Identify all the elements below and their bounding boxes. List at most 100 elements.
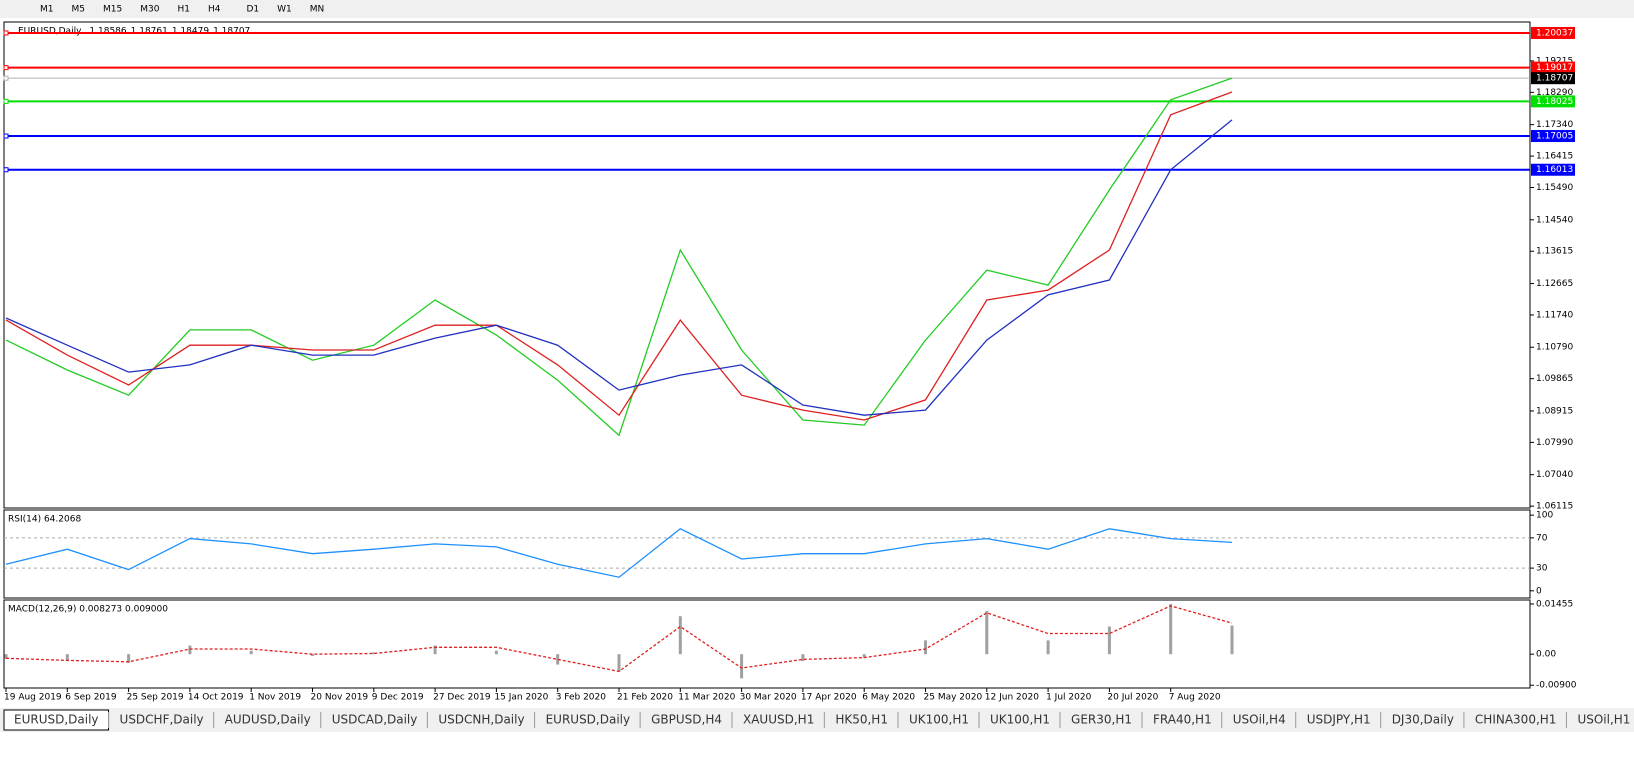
chart-tab[interactable]: GER30,H1 <box>1061 710 1143 730</box>
tab-bg <box>1296 710 1381 730</box>
timeframe-button[interactable]: M15 <box>103 5 122 15</box>
y-tick-label: 1.14540 <box>1536 215 1573 225</box>
y-tick-label: 1.08915 <box>1536 406 1573 416</box>
tab-bg <box>109 710 214 730</box>
chart-tab[interactable]: GBPUSD,H4 <box>641 710 733 730</box>
timeframe-button[interactable]: M5 <box>72 5 86 15</box>
level-label-bg <box>1531 72 1575 85</box>
x-tick-label: 20 Jul 2020 <box>1107 693 1158 703</box>
tab-bg <box>641 710 732 730</box>
tab-label: GER30,H1 <box>1071 713 1132 727</box>
ohlc-value: 1.18707 <box>213 27 250 37</box>
macd-bar <box>617 654 621 672</box>
tab-label: XAUUSD,H1 <box>743 713 814 727</box>
timeframe-button[interactable]: M30 <box>140 5 159 15</box>
chart-tab[interactable]: EURUSD,Daily <box>535 710 641 730</box>
chart-tab[interactable]: FRA40,H1 <box>1143 710 1223 730</box>
macd-bar <box>985 611 989 655</box>
series-line <box>5 77 1233 437</box>
y-tick-label: 1.10790 <box>1536 343 1573 353</box>
macd-bar <box>556 654 560 665</box>
chart-tab[interactable]: DJ30,Daily <box>1381 710 1465 730</box>
timeframe-button[interactable]: M1 <box>40 5 54 15</box>
level-label-bg <box>1531 130 1575 143</box>
timeframe-button[interactable]: D1 <box>246 5 259 15</box>
y-tick-label: 100 <box>1536 511 1553 521</box>
rsi-panel <box>3 509 1531 599</box>
tab-bg <box>1061 710 1142 730</box>
level-handle <box>3 98 9 104</box>
series-line <box>5 605 1233 673</box>
tab-bg <box>1222 710 1296 730</box>
chart-tab[interactable]: XAUUSD,H1 <box>733 710 825 730</box>
y-tick-label: 1.06115 <box>1536 502 1573 512</box>
x-tick-label: 19 Aug 2019 <box>4 693 62 703</box>
tab-label: USDCAD,Daily <box>332 713 418 727</box>
level-handle <box>3 167 9 173</box>
timeframe-button[interactable]: MN <box>310 5 325 15</box>
panel-title: RSI(14) 64.2068 <box>8 515 81 525</box>
chart-tab[interactable]: USDCNH,Daily <box>428 710 536 730</box>
ohlc-value: 1.18761 <box>131 27 168 37</box>
timeframe-button[interactable]: H4 <box>208 5 221 15</box>
macd-bar <box>678 616 682 655</box>
y-tick-label: 1.16415 <box>1536 152 1573 162</box>
timeframe-button[interactable]: W1 <box>277 5 292 15</box>
level-label-bg <box>1531 61 1575 74</box>
tab-bg <box>1567 710 1634 730</box>
chart-tab[interactable]: CHINA300,H1 <box>1464 710 1567 730</box>
tab-label: USDJPY,H1 <box>1307 713 1371 727</box>
x-tick-label: 27 Dec 2019 <box>433 693 491 703</box>
chart-tab[interactable]: EURUSD,Daily <box>3 709 110 731</box>
x-tick-label: 6 May 2020 <box>862 693 915 703</box>
macd-bar <box>65 654 69 662</box>
y-tick-label: -0.00900 <box>1536 681 1577 691</box>
chart-tab[interactable]: USDCHF,Daily <box>109 710 215 730</box>
tab-label: EURUSD,Daily <box>546 713 631 727</box>
chart-tab[interactable]: UK100,H1 <box>898 710 980 730</box>
level-label: 1.17005 <box>1536 132 1573 142</box>
macd-bar <box>311 654 314 656</box>
level-handle <box>3 75 9 81</box>
x-tick-label: 1 Jul 2020 <box>1046 693 1091 703</box>
chart-tab[interactable]: USDCAD,Daily <box>321 710 428 730</box>
chart-tab[interactable]: USDJPY,H1 <box>1296 710 1382 730</box>
panel-title: EURUSD,Daily <box>18 27 82 37</box>
timeframe-button[interactable]: H1 <box>177 5 190 15</box>
level-label: 1.20037 <box>1536 28 1573 38</box>
y-tick-label: 1.17340 <box>1536 120 1573 130</box>
x-tick-label: 25 Sep 2019 <box>127 693 184 703</box>
y-tick-label: 1.13615 <box>1536 247 1573 257</box>
y-tick-label: 70 <box>1536 533 1548 543</box>
tab-bg <box>1143 710 1222 730</box>
level-handle <box>3 65 9 71</box>
tab-label: GBPUSD,H4 <box>651 713 722 727</box>
y-tick-label: 1.09865 <box>1536 374 1573 384</box>
macd-bar <box>4 654 8 659</box>
x-tick-label: 3 Feb 2020 <box>556 693 607 703</box>
macd-bar <box>127 654 131 663</box>
x-tick-label: 6 Sep 2019 <box>65 693 117 703</box>
tab-bg <box>1381 710 1464 730</box>
level-label: 1.18707 <box>1536 74 1573 84</box>
x-tick-label: 25 May 2020 <box>924 693 983 703</box>
x-tick-label: 1 Nov 2019 <box>249 693 301 703</box>
macd-bar <box>740 654 744 679</box>
y-tick-label: 0 <box>1536 586 1542 596</box>
chart-tab[interactable]: USOil,H4 <box>1222 710 1297 730</box>
chart-tab[interactable]: AUDUSD,Daily <box>214 710 322 730</box>
chart-tab[interactable]: HK50,H1 <box>825 710 899 730</box>
tab-label: AUDUSD,Daily <box>225 713 311 727</box>
chart-tab[interactable]: UK100,H1 <box>980 710 1061 730</box>
x-tick-label: 9 Dec 2019 <box>372 693 424 703</box>
x-tick-label: 20 Nov 2019 <box>311 693 369 703</box>
level-handle <box>3 30 9 36</box>
macd-bar <box>801 654 805 662</box>
tab-bg <box>214 710 321 730</box>
macd-bar <box>1046 640 1050 655</box>
chart-tab[interactable]: USOil,H1 <box>1567 710 1634 730</box>
tab-bg <box>980 710 1061 730</box>
y-tick-label: 1.12665 <box>1536 279 1573 289</box>
tab-bg <box>825 710 898 730</box>
